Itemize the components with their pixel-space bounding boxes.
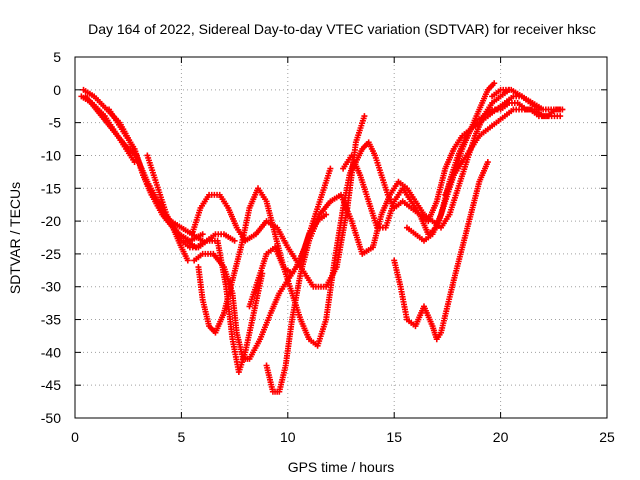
data-series — [78, 93, 191, 264]
x-tick-label: 5 — [178, 429, 186, 445]
data-points — [78, 80, 566, 395]
data-series — [82, 93, 138, 166]
data-point-marker — [327, 165, 334, 172]
data-series — [442, 106, 566, 198]
data-point-marker — [184, 257, 191, 264]
y-axis-label: SDTVAR / TECUs — [7, 182, 23, 294]
y-tick-label: 0 — [53, 82, 61, 98]
x-tick-label: 15 — [386, 429, 402, 445]
data-series — [263, 86, 513, 395]
data-series — [189, 113, 368, 290]
y-tick-label: -20 — [41, 213, 61, 229]
data-point-marker — [199, 231, 206, 238]
y-tick-label: -45 — [41, 377, 61, 393]
data-point-marker — [484, 159, 491, 166]
y-tick-label: -25 — [41, 246, 61, 262]
data-point-marker — [559, 106, 566, 113]
y-tick-label: -40 — [41, 344, 61, 360]
y-tick-label: -15 — [41, 180, 61, 196]
y-tick-label: -50 — [41, 410, 61, 426]
y-tick-label: -10 — [41, 147, 61, 163]
data-point-marker — [131, 159, 138, 166]
chart-title: Day 164 of 2022, Sidereal Day-to-day VTE… — [88, 21, 596, 37]
x-tick-label: 25 — [599, 429, 615, 445]
x-tick-label: 10 — [280, 429, 296, 445]
y-tick-label: -30 — [41, 279, 61, 295]
plot-frame — [74, 56, 608, 419]
data-point-marker — [361, 113, 368, 120]
x-tick-label: 20 — [493, 429, 509, 445]
x-tick-label: 0 — [71, 429, 79, 445]
data-series — [391, 159, 491, 343]
data-point-marker — [231, 237, 238, 244]
y-tick-label: -5 — [49, 115, 62, 131]
y-tick-label: 5 — [53, 49, 61, 65]
data-series — [489, 86, 566, 113]
grid-lines — [75, 57, 607, 418]
data-point-marker — [491, 80, 498, 87]
data-point-marker — [557, 113, 564, 120]
axis-ticks: 0 5 10 15 20 25 5 0 -5 -10 -15 -20 -25 -30 -35 -40 -45 -5… — [41, 49, 615, 445]
data-series — [182, 237, 266, 376]
data-point-marker — [323, 211, 330, 218]
y-tick-label: -35 — [41, 312, 61, 328]
x-axis-label: GPS time / hours — [288, 459, 395, 475]
